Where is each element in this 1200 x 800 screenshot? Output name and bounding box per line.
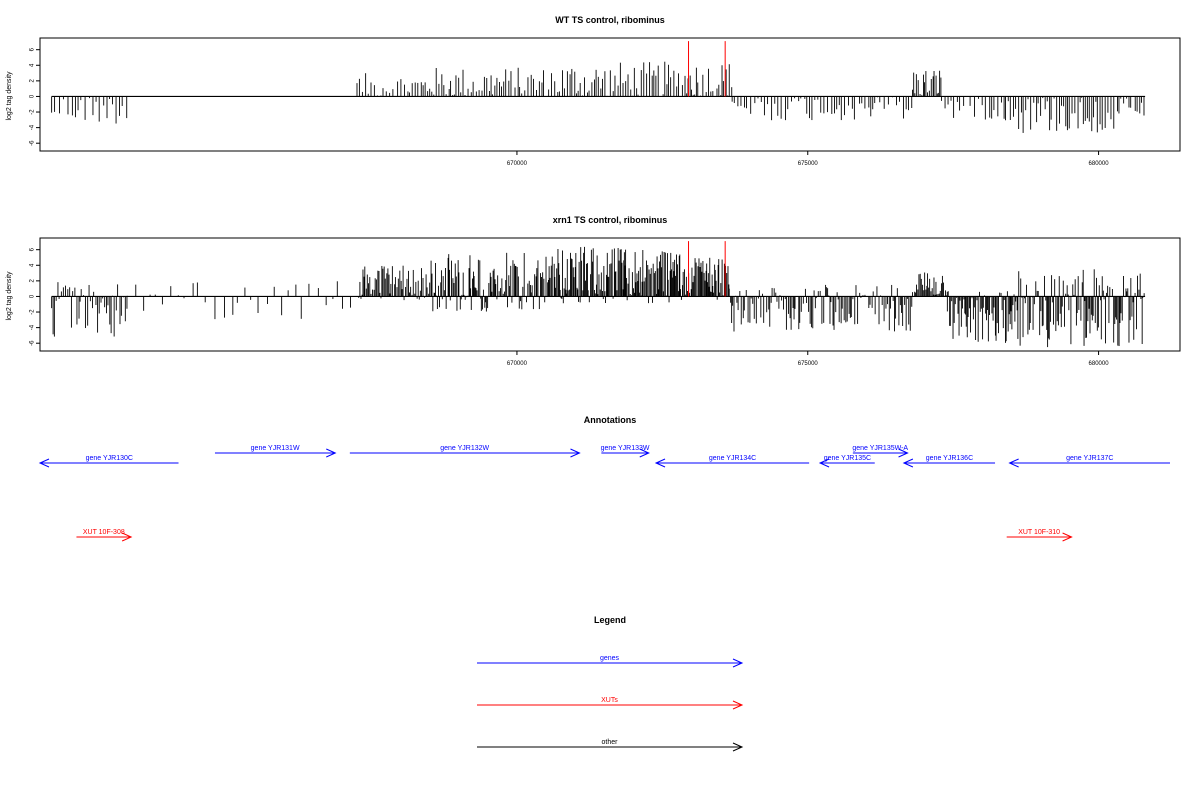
gene-arrow-label: gene YJR135W-A (852, 445, 908, 452)
gene-arrow: gene YJR132W (349, 445, 581, 458)
xrn1-xtick-label: 675000 (798, 361, 819, 367)
xut-arrow-label: XUT 10F-310 (1018, 529, 1060, 536)
wt-ytick-label: -6 (30, 140, 36, 146)
gene-arrow: gene YJR136C (902, 455, 996, 468)
gene-arrow: gene YJR137C (1008, 455, 1170, 468)
gene-arrow-label: gene YJR132W (440, 445, 489, 452)
xrn1-track-ylabel: log2 tag density (6, 271, 13, 321)
legend: Legend genes XUTs other (477, 615, 744, 752)
gene-arrow: gene YJR130C (38, 455, 179, 468)
wt-track-ylabel: log2 tag density (6, 71, 13, 121)
wt-ytick-label: -2 (30, 109, 36, 115)
gene-arrow: gene YJR134C (654, 455, 810, 468)
xrn1-ytick-label: 6 (30, 247, 36, 251)
gene-arrow-label: gene YJR136C (926, 455, 973, 462)
gene-arrows: gene YJR130C gene YJR131W gene YJR132W gene… (38, 445, 1170, 468)
xrn1-ytick-label: -4 (30, 324, 36, 330)
wt-xtick-label: 675000 (798, 161, 819, 167)
wt-track-panel: WT TS control, ribominus log2 tag densit… (6, 15, 1181, 167)
xrn1-ytick-label: -6 (30, 340, 36, 346)
xrn1-track-yaxis: 6 4 2 0 -2 -4 -6 (30, 247, 40, 346)
xrn1-ytick-label: 0 (30, 294, 36, 298)
xut-arrow-label: XUT 10F-308 (83, 529, 125, 536)
xrn1-track-title: xrn1 TS control, ribominus (553, 215, 668, 225)
xrn1-xtick-label: 670000 (507, 361, 528, 367)
wt-ytick-label: 6 (30, 47, 36, 51)
xrn1-ytick-label: 2 (30, 279, 36, 283)
wt-ytick-label: 2 (30, 79, 36, 83)
gene-arrow-label: gene YJR137C (1066, 455, 1113, 462)
xrn1-ytick-label: 4 (30, 263, 36, 267)
xut-arrows: XUT 10F-308 XUT 10F-310 (76, 529, 1073, 542)
gene-arrow-label: gene YJR134C (709, 455, 756, 462)
legend-title: Legend (594, 615, 626, 625)
legend-items: genes XUTs other (477, 655, 744, 752)
gene-arrow-label: gene YJR130C (86, 455, 133, 462)
xrn1-track-xaxis: 670000 675000 680000 (507, 351, 1109, 367)
gene-arrow: gene YJR131W (214, 445, 337, 458)
wt-xtick-label: 670000 (507, 161, 528, 167)
xrn1-xtick-label: 680000 (1089, 361, 1110, 367)
wt-track-yaxis: 6 4 2 0 -2 -4 -6 (30, 47, 40, 146)
legend-item-label: XUTs (601, 697, 618, 704)
gene-arrow-label: gene YJR135C (824, 455, 871, 462)
xut-arrow: XUT 10F-308 (76, 529, 133, 542)
legend-item: genes (477, 655, 744, 668)
xrn1-track-panel: xrn1 TS control, ribominus log2 tag dens… (6, 215, 1181, 367)
wt-track-title: WT TS control, ribominus (555, 15, 665, 25)
wt-ytick-label: 0 (30, 94, 36, 98)
legend-item: XUTs (477, 697, 744, 710)
legend-item-label: other (602, 739, 619, 746)
legend-item: other (477, 739, 744, 752)
xrn1-ytick-label: -2 (30, 309, 36, 315)
wt-track-xaxis: 670000 675000 680000 (507, 151, 1109, 167)
gene-arrow: gene YJR133W (601, 445, 650, 458)
xrn1-track-frame (39, 237, 1181, 352)
wt-track-frame (39, 37, 1181, 152)
gene-arrow-label: gene YJR131W (251, 445, 300, 452)
wt-track-bars (51, 41, 1146, 133)
gene-arrow-label: gene YJR133W (601, 445, 650, 452)
xut-arrow: XUT 10F-310 (1006, 529, 1073, 542)
wt-ytick-label: 4 (30, 63, 36, 67)
annotations-title: Annotations (584, 415, 637, 425)
wt-xtick-label: 680000 (1089, 161, 1110, 167)
wt-ytick-label: -4 (30, 124, 36, 130)
gene-arrow: gene YJR135W-A (852, 445, 909, 458)
gene-arrow: gene YJR135C (818, 455, 875, 468)
xrn1-track-bars (51, 241, 1146, 348)
legend-item-label: genes (600, 655, 620, 662)
